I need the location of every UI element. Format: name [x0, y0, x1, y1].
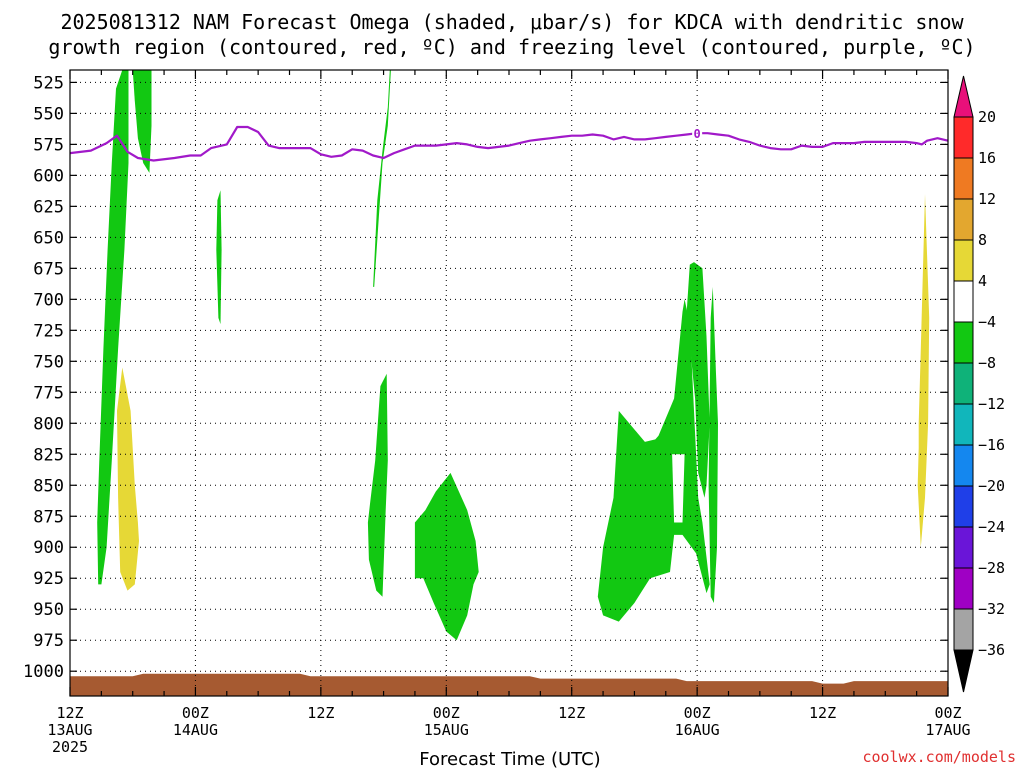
colorbar-swatch: [953, 444, 974, 487]
omega-hole: [672, 454, 685, 523]
colorbar-label: 12: [978, 190, 996, 208]
x-tick-label: 12Z: [56, 704, 83, 722]
omega-region: [686, 262, 710, 498]
colorbar-swatch: [953, 485, 974, 528]
y-tick-label: 850: [33, 476, 64, 496]
y-tick-label: 825: [33, 445, 64, 465]
omega-region: [597, 299, 710, 622]
colorbar-swatch: [953, 321, 974, 364]
colorbar-label: 8: [978, 231, 987, 249]
colorbar: 20 16 12 8 4 −4 −8 −12 −16 −20 −24 −28 −32 −36: [953, 75, 1005, 693]
chart-title-line2: growth region (contoured, red, ºC) and f…: [48, 35, 975, 59]
y-axis: 525 550 575 600 625 650 675 700 725 750 775 800 825 8…: [23, 73, 948, 682]
omega-region: [414, 472, 479, 641]
omega-region: [373, 70, 391, 287]
terrain-fill: [70, 673, 948, 696]
y-tick-label: 575: [33, 135, 64, 155]
plot-area: 0: [69, 69, 949, 697]
x-tick-date-label: 15AUG: [424, 721, 469, 739]
x-tick-label: 00Z: [433, 704, 460, 722]
colorbar-label: 16: [978, 149, 996, 167]
colorbar-label: −36: [978, 641, 1005, 659]
y-tick-label: 975: [33, 631, 64, 651]
y-tick-label: 1000: [23, 662, 64, 682]
y-tick-label: 600: [33, 166, 64, 186]
y-tick-label: 950: [33, 600, 64, 620]
colorbar-label: 4: [978, 272, 987, 290]
y-tick-label: 875: [33, 507, 64, 527]
x-tick-year-label: 2025: [52, 738, 88, 756]
y-tick-label: 525: [33, 73, 64, 93]
x-axis-label: Forecast Time (UTC): [419, 749, 600, 768]
colorbar-swatch: [953, 567, 974, 610]
x-tick-date-label: 17AUG: [925, 721, 970, 739]
plot-frame: [69, 69, 949, 697]
colorbar-swatch: [953, 198, 974, 241]
colorbar-label: −12: [978, 395, 1005, 413]
y-tick-label: 550: [33, 104, 64, 124]
x-tick-date-label: 16AUG: [675, 721, 720, 739]
omega-region: [132, 70, 152, 173]
freezing-level-layer: 0: [69, 125, 949, 162]
omega-region: [708, 286, 718, 603]
y-tick-label: 775: [33, 383, 64, 403]
x-tick-label: 12Z: [558, 704, 585, 722]
colorbar-label: −16: [978, 436, 1005, 454]
omega-region: [367, 373, 388, 597]
y-tick-label: 650: [33, 228, 64, 248]
colorbar-swatch: [953, 116, 974, 159]
y-tick-label: 925: [33, 569, 64, 589]
colorbar-label: −20: [978, 477, 1005, 495]
colorbar-label: −28: [978, 559, 1005, 577]
y-tick-label: 750: [33, 352, 64, 372]
y-tick-label: 800: [33, 414, 64, 434]
omega-layer: [97, 70, 930, 641]
colorbar-swatch: [953, 280, 974, 323]
colorbar-top-arrow: [953, 75, 974, 118]
x-tick-label: 12Z: [307, 704, 334, 722]
positive-omega-region: [917, 194, 930, 548]
grid-lines: [70, 70, 948, 696]
colorbar-swatch: [953, 608, 974, 651]
omega-region: [97, 70, 129, 585]
y-tick-label: 900: [33, 538, 64, 558]
colorbar-bottom-arrow: [953, 649, 974, 693]
y-tick-label: 700: [33, 290, 64, 310]
omega-region: [216, 190, 222, 325]
colorbar-label: −8: [978, 354, 996, 372]
colorbar-label: −32: [978, 600, 1005, 618]
colorbar-swatch: [953, 157, 974, 200]
colorbar-swatch: [953, 239, 974, 282]
chart-title-line1: 2025081312 NAM Forecast Omega (shaded, μ…: [60, 10, 964, 34]
colorbar-label: 20: [978, 108, 996, 126]
colorbar-label: −24: [978, 518, 1005, 536]
freezing-level-line: [69, 125, 949, 162]
contour-label: 0: [694, 127, 701, 141]
credit-text: coolwx.com/models: [862, 748, 1016, 766]
x-tick-label: 00Z: [182, 704, 209, 722]
x-tick-label: 12Z: [809, 704, 836, 722]
positive-omega-region: [117, 367, 139, 591]
colorbar-swatch: [953, 526, 974, 569]
x-tick-label: 00Z: [684, 704, 711, 722]
colorbar-label: −4: [978, 313, 996, 331]
contour-label-bg: [692, 126, 703, 140]
y-tick-label: 675: [33, 259, 64, 279]
x-tick-label: 00Z: [934, 704, 961, 722]
x-tick-date-label: 14AUG: [173, 721, 218, 739]
y-tick-label: 625: [33, 197, 64, 217]
colorbar-swatch: [953, 362, 974, 405]
x-tick-date-label: 13AUG: [47, 721, 92, 739]
y-tick-label: 725: [33, 321, 64, 341]
terrain-layer: [70, 673, 948, 696]
colorbar-swatch: [953, 403, 974, 446]
